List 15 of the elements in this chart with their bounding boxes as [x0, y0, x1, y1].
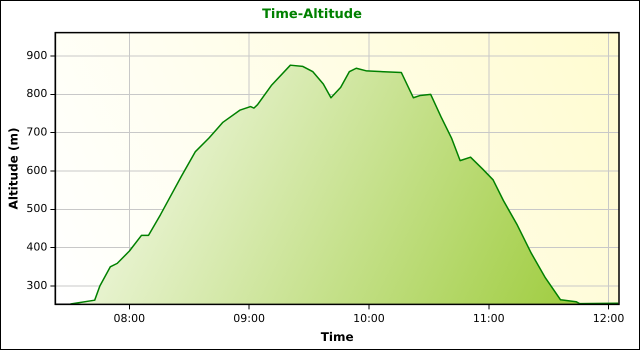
chart-title: Time-Altitude: [262, 7, 362, 22]
x-tick-label: 11:00: [472, 312, 505, 325]
y-tick-label: 600: [26, 164, 48, 177]
x-tick-label: 08:00: [113, 312, 146, 325]
y-tick-label: 400: [26, 240, 48, 254]
x-tick-label: 12:00: [592, 312, 624, 325]
y-tick-label: 300: [26, 278, 48, 292]
y-tick-label: 800: [26, 87, 48, 100]
x-tick-label: 09:00: [233, 312, 265, 325]
x-tick-label: 10:00: [353, 312, 385, 325]
y-axis-title: Altitude (m): [6, 128, 20, 210]
y-tick-label: 700: [26, 126, 48, 139]
y-tick-label: 900: [26, 48, 48, 62]
y-tick-label: 500: [26, 202, 48, 216]
x-axis-title: Time: [320, 330, 354, 344]
